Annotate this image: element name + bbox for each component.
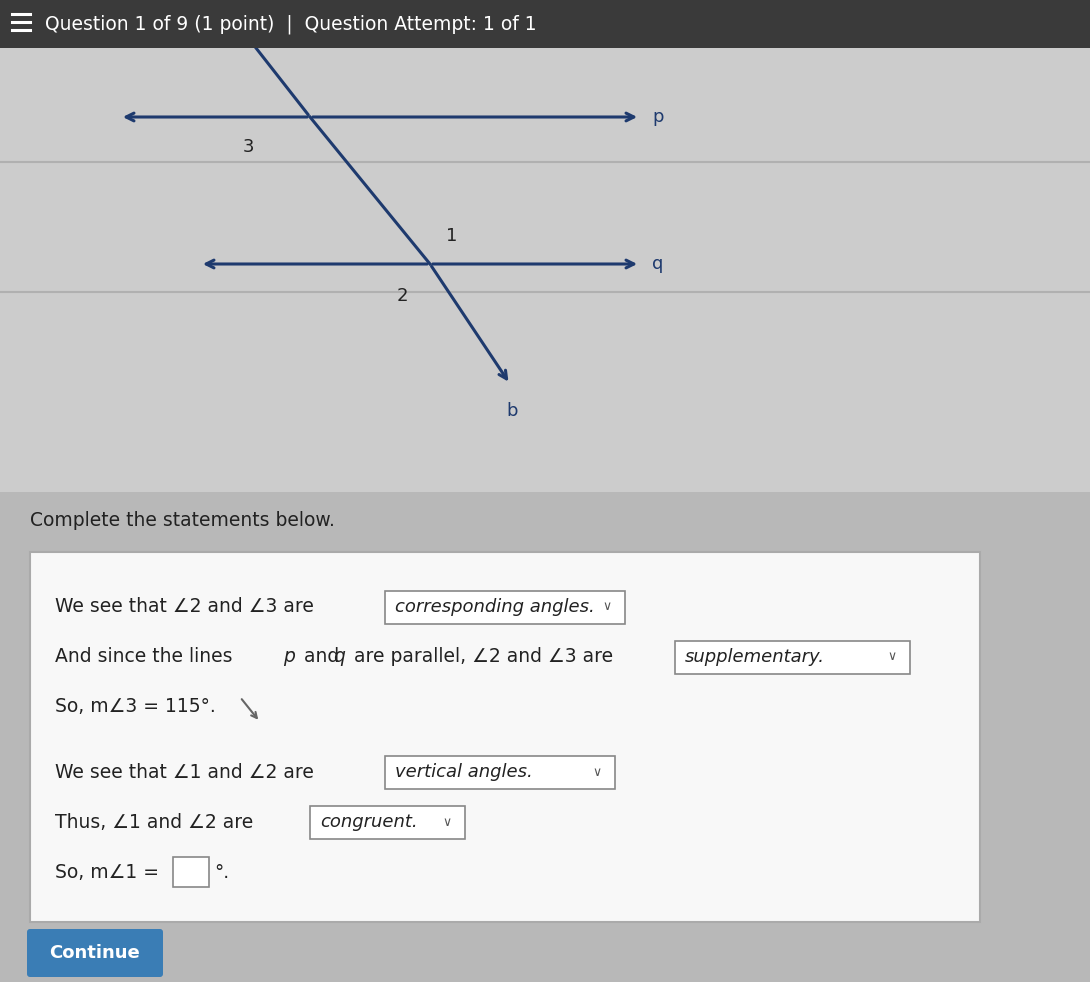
Text: 2: 2 (397, 287, 408, 305)
Text: ∨: ∨ (593, 766, 602, 779)
Text: p: p (283, 647, 295, 667)
Text: ∨: ∨ (887, 650, 897, 664)
Text: Complete the statements below.: Complete the statements below. (31, 511, 335, 529)
Text: are parallel, ∠2 and ∠3 are: are parallel, ∠2 and ∠3 are (348, 647, 613, 667)
Text: We see that ∠1 and ∠2 are: We see that ∠1 and ∠2 are (54, 762, 314, 782)
Text: q: q (334, 647, 344, 667)
Text: ∨: ∨ (443, 815, 451, 829)
Text: and: and (298, 647, 346, 667)
Text: 3: 3 (242, 138, 254, 156)
Text: b: b (506, 402, 518, 420)
Bar (0, 0, 1090, 48)
Text: And since the lines: And since the lines (54, 647, 239, 667)
Text: congruent.: congruent. (320, 813, 417, 831)
Bar (385, 590, 625, 624)
Bar (310, 805, 465, 839)
Text: We see that ∠2 and ∠3 are: We see that ∠2 and ∠3 are (54, 597, 314, 617)
FancyBboxPatch shape (27, 929, 164, 977)
Bar (31, 552, 980, 922)
Text: Question 1 of 9 (1 point)  |  Question Attempt: 1 of 1: Question 1 of 9 (1 point) | Question Att… (45, 15, 536, 33)
Bar (675, 640, 910, 674)
Text: vertical angles.: vertical angles. (395, 763, 533, 781)
Text: 1: 1 (446, 227, 458, 245)
Text: Thus, ∠1 and ∠2 are: Thus, ∠1 and ∠2 are (54, 812, 253, 832)
Text: Continue: Continue (50, 944, 141, 962)
Text: ∨: ∨ (603, 601, 611, 614)
Text: p: p (652, 108, 664, 126)
Text: °.: °. (214, 862, 229, 882)
Text: corresponding angles.: corresponding angles. (395, 598, 595, 616)
Text: q: q (652, 255, 664, 273)
Text: supplementary.: supplementary. (685, 648, 825, 666)
Bar (385, 755, 615, 789)
Text: So, m∠3 = 115°.: So, m∠3 = 115°. (54, 697, 216, 717)
Bar (173, 857, 209, 887)
Bar (0, 48, 1090, 492)
Text: So, m∠1 =: So, m∠1 = (54, 862, 165, 882)
